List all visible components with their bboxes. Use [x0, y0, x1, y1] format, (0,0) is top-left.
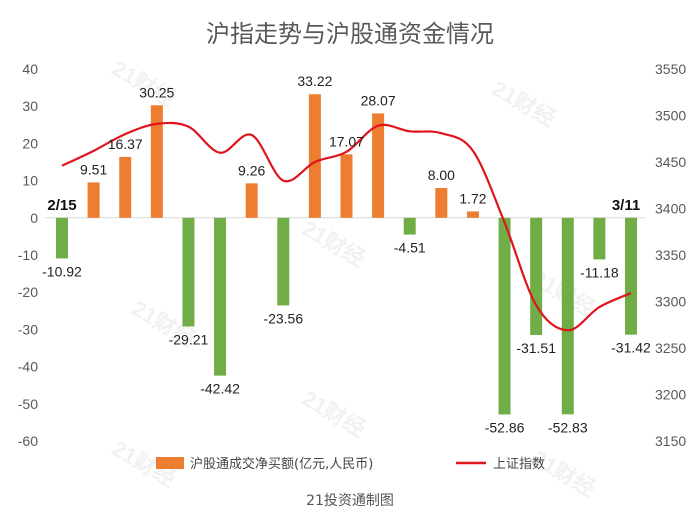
watermark-text: 21财经	[488, 76, 560, 132]
line-path	[61, 121, 632, 332]
bar	[119, 156, 132, 218]
date-label-first: 2/15	[47, 197, 76, 214]
watermark-text: 21财经	[528, 446, 600, 502]
bar	[308, 94, 321, 218]
y-right-tick-label: 3550	[655, 61, 686, 77]
bar-data-label: 16.37	[108, 136, 143, 152]
source-label: 21投资通制图	[306, 493, 394, 509]
bar-data-label: -52.86	[485, 419, 525, 435]
y-left-tick-label: -60	[18, 433, 38, 449]
y-left-tick-label: 30	[22, 98, 38, 114]
y-left-tick-label: -20	[18, 284, 38, 300]
y-left-tick-label: -50	[18, 396, 38, 412]
bar	[593, 217, 606, 260]
bar-data-label: -10.92	[42, 263, 82, 279]
y-left-tick-label: 0	[30, 210, 38, 226]
bar	[340, 154, 353, 218]
bar-data-label: 30.25	[139, 84, 174, 100]
bar-data-label: -4.51	[394, 240, 426, 256]
y-right-tick-label: 3450	[655, 154, 686, 170]
bar-data-label: 9.26	[238, 162, 265, 178]
y-right-tick-label: 3300	[655, 294, 686, 310]
bar	[245, 183, 258, 218]
bar	[498, 217, 511, 415]
bar	[403, 217, 416, 235]
line-series	[61, 121, 632, 332]
bar	[87, 182, 100, 218]
y-left-tick-label: 10	[22, 173, 38, 189]
bar	[56, 217, 68, 259]
bar-data-label: 1.72	[459, 190, 486, 206]
bar-data-label: 8.00	[428, 167, 455, 183]
bar-data-label: -31.51	[516, 340, 556, 356]
y-right-tick-label: 3500	[655, 108, 686, 124]
bar-series	[56, 94, 637, 415]
y-left-tick-label: -10	[18, 247, 38, 263]
y-left-tick-label: 40	[22, 61, 38, 77]
bar	[561, 217, 574, 415]
bar-data-label: -42.42	[200, 381, 240, 397]
y-right-tick-label: 3250	[655, 340, 686, 356]
y-right-tick-label: 3350	[655, 247, 686, 263]
bar	[466, 211, 479, 218]
bar-data-label: -52.83	[548, 419, 588, 435]
bar	[435, 188, 448, 218]
y-right-tick-label: 3150	[655, 433, 686, 449]
bar	[530, 217, 543, 336]
watermark-text: 21财经	[298, 386, 370, 442]
legend-swatch-bar	[156, 457, 184, 469]
y-right-tick-label: 3400	[655, 201, 686, 217]
y-left-tick-label: -40	[18, 359, 38, 375]
y-left-tick-label: 20	[22, 135, 38, 151]
y-axis-right: 3550 3500 3450 3400 3350 3300 3250 3200 3150	[655, 61, 686, 449]
bar-data-label: 9.51	[80, 161, 107, 177]
bar	[182, 217, 195, 327]
date-labels: 2/15 3/11	[47, 197, 640, 214]
bar	[625, 217, 637, 335]
bar-data-label: -31.42	[611, 340, 651, 356]
bar	[277, 217, 290, 306]
bar-data-label: -29.21	[169, 331, 209, 347]
bar-data-label: 33.22	[297, 73, 332, 89]
bar-data-label: 28.07	[361, 92, 396, 108]
bar	[372, 113, 385, 218]
legend-label-line: 上证指数	[493, 457, 545, 472]
watermarks: 21财经21财经21财经21财经21财经21财经21财经21财经	[108, 56, 600, 502]
bar	[150, 105, 163, 218]
legend-label-bar: 沪股通成交净买额(亿元,人民币)	[190, 456, 373, 472]
bar-data-label: -23.56	[263, 310, 303, 326]
bar-data-label: -11.18	[580, 264, 619, 280]
legend: 沪股通成交净买额(亿元,人民币) 上证指数	[156, 456, 545, 472]
chart-title: 沪指走势与沪股通资金情况	[206, 20, 494, 48]
y-right-tick-label: 3200	[655, 387, 686, 403]
bar-data-label: 17.07	[329, 133, 364, 149]
bar	[214, 217, 227, 376]
watermark-text: 21财经	[298, 216, 370, 272]
date-label-last: 3/11	[612, 197, 640, 214]
y-left-tick-label: -30	[18, 321, 38, 337]
